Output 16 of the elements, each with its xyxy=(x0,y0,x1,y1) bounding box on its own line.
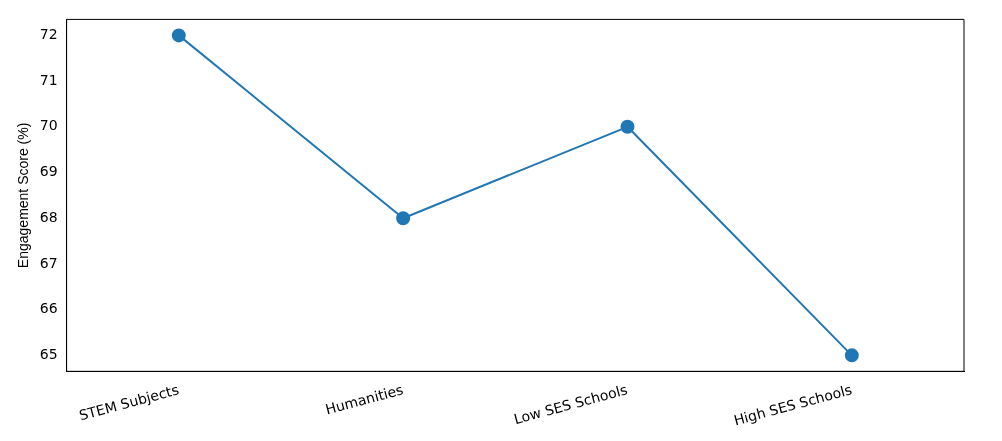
point xyxy=(620,119,635,134)
y-tick-label: 65 xyxy=(39,345,58,362)
x-tick-label: High SES Schools xyxy=(732,381,854,429)
point xyxy=(844,348,859,363)
y-tick-label: 67 xyxy=(39,254,58,271)
y-tick-label: 68 xyxy=(39,208,58,225)
y-axis-title: Engagement Score (%) xyxy=(15,122,32,269)
y-tick-label: 71 xyxy=(39,71,58,88)
y-tick-label: 66 xyxy=(39,300,58,317)
y-tick-label: 69 xyxy=(39,163,58,180)
point xyxy=(171,28,186,43)
x-tick-label: STEM Subjects xyxy=(77,381,181,424)
y-tick-label: 70 xyxy=(39,117,58,134)
y-tick-label: 72 xyxy=(39,26,58,43)
point xyxy=(396,211,411,226)
x-tick-label: Low SES Schools xyxy=(512,381,630,428)
